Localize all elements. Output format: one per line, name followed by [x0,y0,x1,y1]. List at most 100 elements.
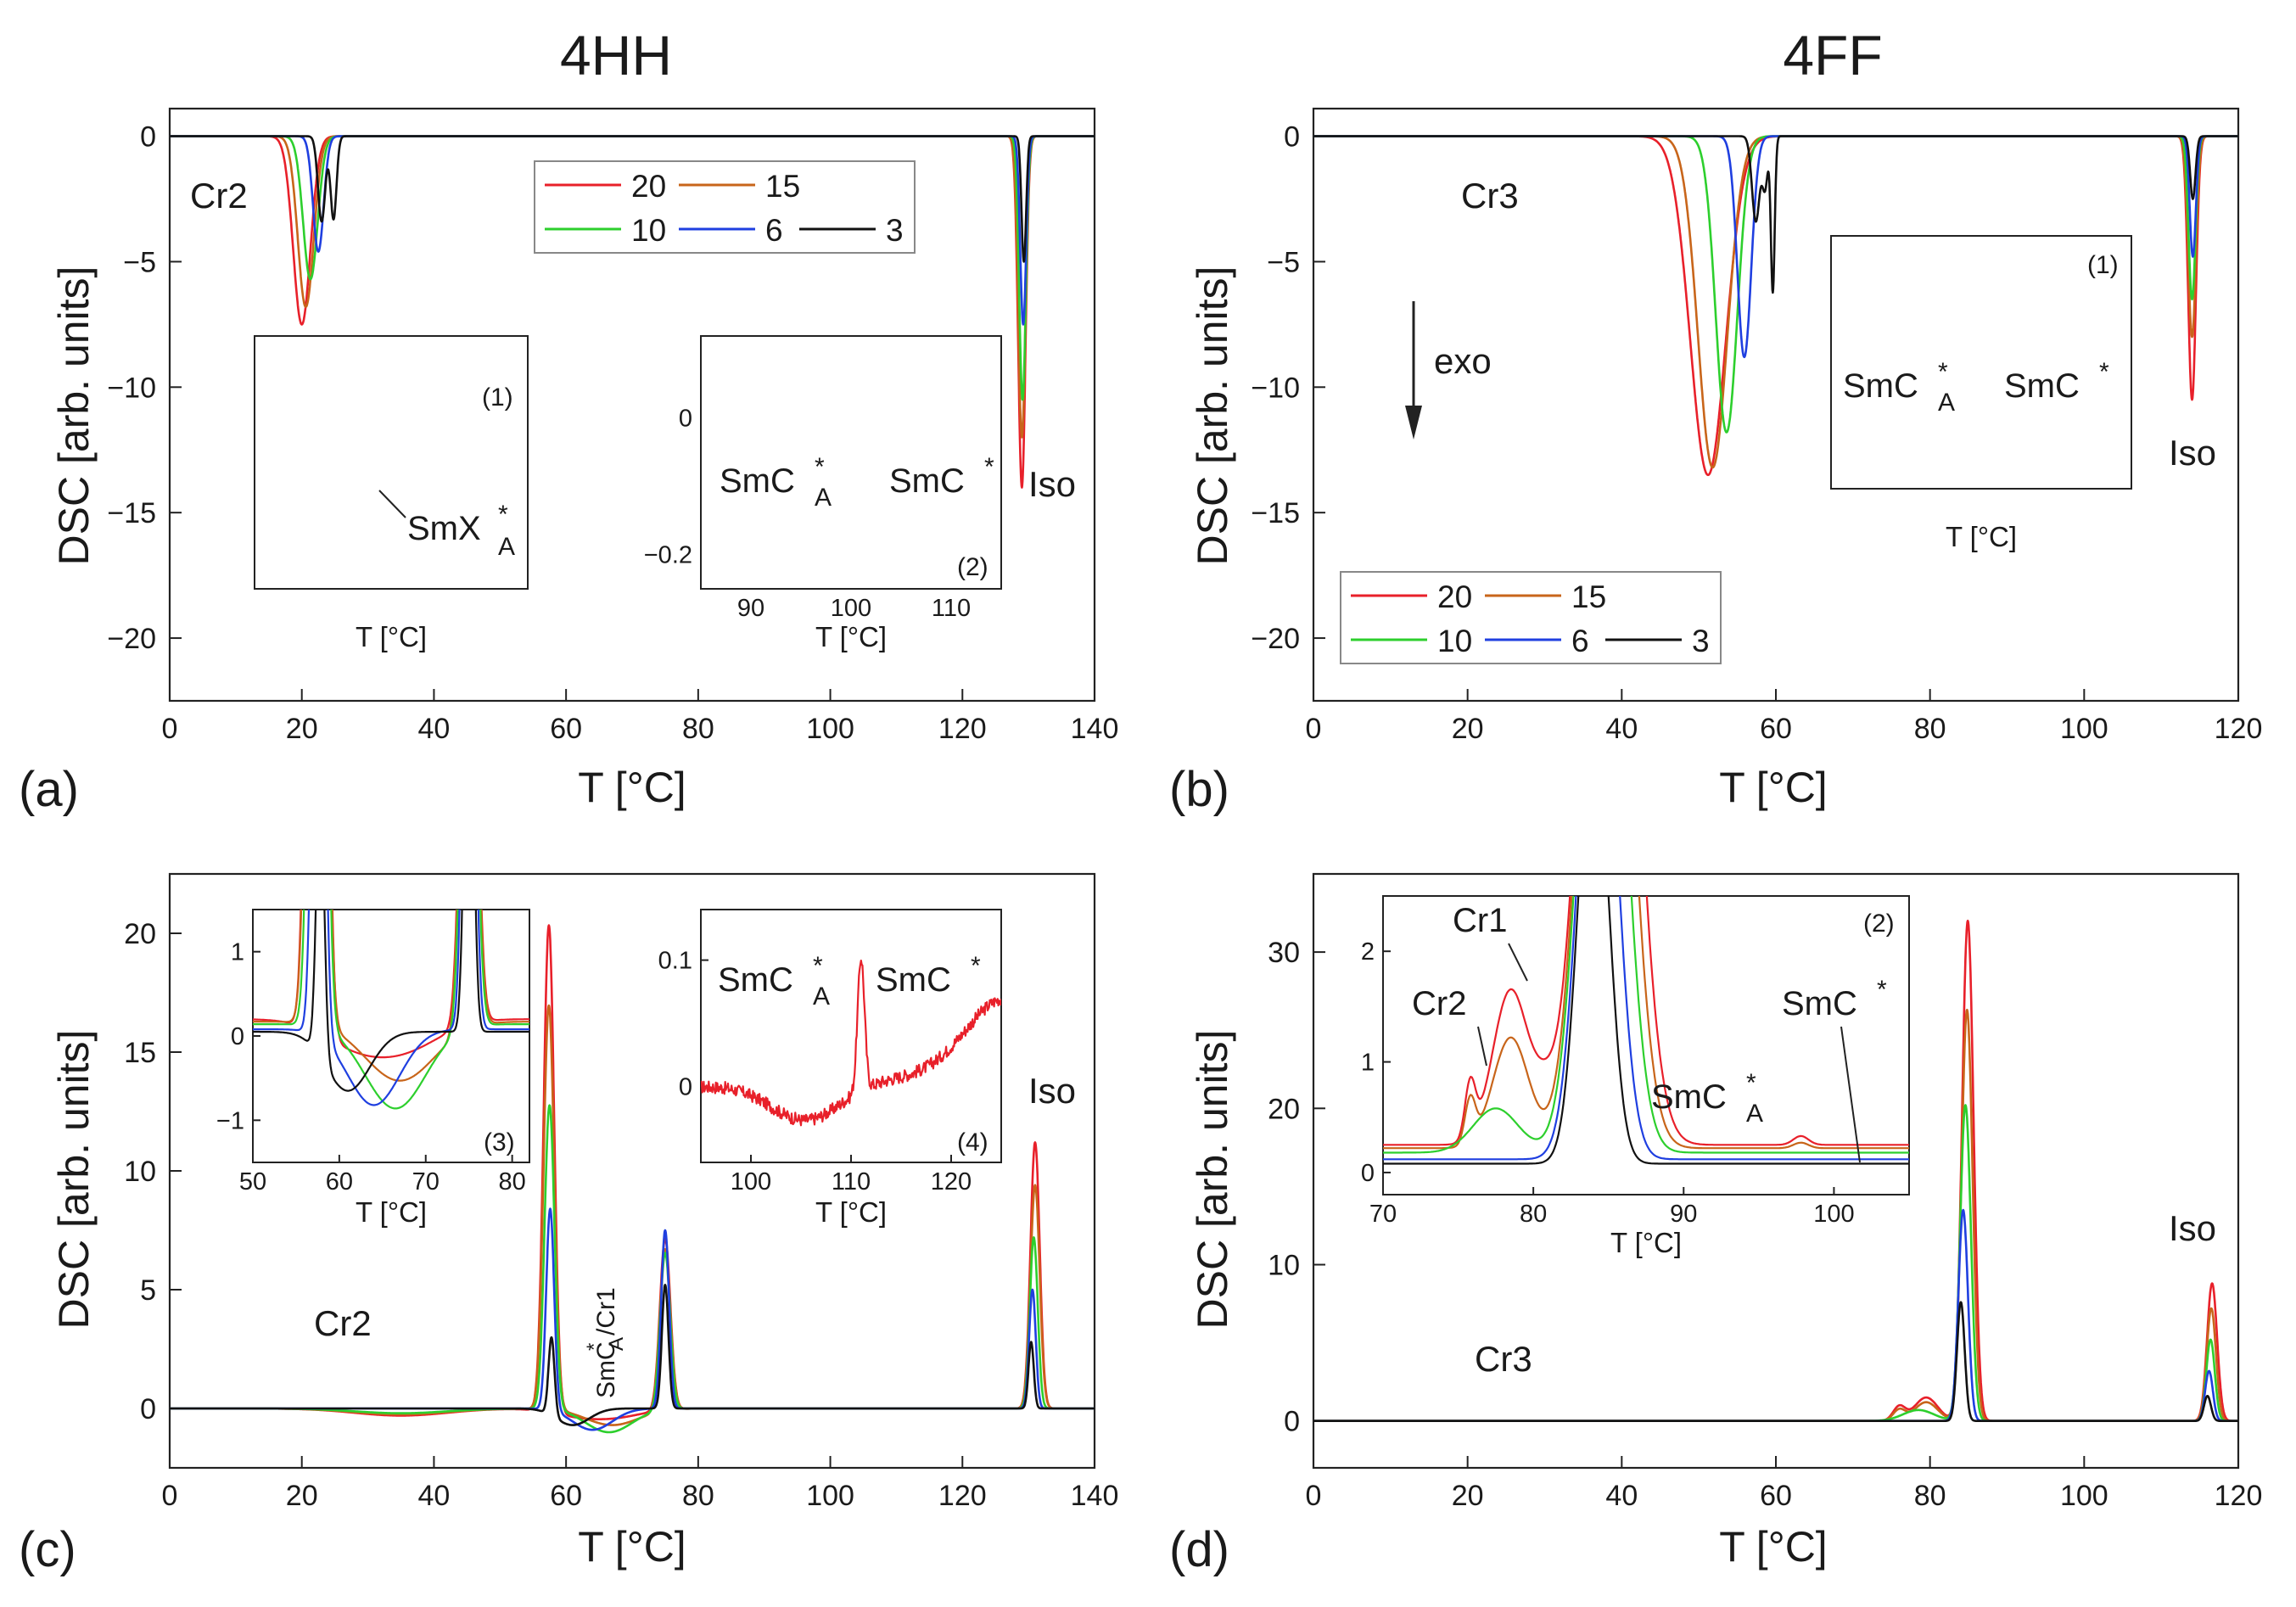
panel-a-inset-1-pointer [378,490,406,518]
panel-c-inset-3-label: (3) [484,1128,515,1156]
panel-d-xtick-label-4: 80 [1914,1480,1946,1512]
panel-d-xtick-label-6: 120 [2215,1480,2263,1512]
panel-a-inset-2-label: (2) [957,553,988,581]
panel-c-inset-4-annot-star-1: * [813,952,823,980]
panel-b-ytick-label-0: 0 [1284,121,1300,154]
panel-c-xtick-label-0: 0 [162,1480,178,1512]
panel-d-inset-2-annot-cr1: Cr1 [1453,902,1507,939]
panel-a-letter: (a) [19,762,79,817]
panel-b-legend-label-20: 20 [1437,580,1472,614]
panel-c-inset-4-label: (4) [957,1128,988,1156]
panel-b-xtick-label-3: 60 [1760,713,1792,745]
panel-d-inset-0-xtick-label-0: 70 [1369,1201,1397,1228]
panel-a-ytick-label-4: −20 [107,623,156,655]
panel-c-inset-3-frame [252,909,530,1163]
panel-b-inset-1-xlabel: T [°C] [1946,521,2017,552]
panel-b-legend-box [1340,571,1722,664]
panel-b: 0 20 40 60 80 100 120 0 −5 −10 −15 −20 DSC [arb. un… [1169,107,2263,817]
panel-d-xtick-label-1: 20 [1452,1480,1484,1512]
panel-d-inset-0-xtick-label-1: 80 [1520,1201,1547,1228]
panel-b-xtick-label-2: 40 [1605,713,1638,745]
panel-d-ytick-label-3: 30 [1268,937,1300,969]
panel-a-xtick-label-2: 40 [418,713,451,745]
panel-c-xtick-label-1: 20 [286,1480,318,1512]
panel-d-inset-0-ytick-label-1: 1 [1361,1050,1375,1077]
panel-d-inset-2-annot-smc: SmC [1782,985,1857,1022]
panel-c-annot-smca-cr1: SmC * A /Cr1 [583,1287,628,1398]
panel-d-xtick-label-2: 40 [1605,1480,1638,1512]
panel-a-xtick-label-4: 80 [682,713,714,745]
panel-a-inset-2: T [°C] (2) SmC * A SmC * [700,335,1002,652]
panel-c-ytick-label-0: 0 [140,1393,156,1425]
panel-b-inset-1-annot-sub: A [1938,389,1955,417]
panel-d-inset-2-annot-star-1: * [1746,1069,1756,1097]
panel-c-xtick-label-2: 40 [418,1480,451,1512]
panel-c-inset-1-ytick-label-0: 0.1 [658,948,692,975]
panel-b-ytick-label-2: −10 [1251,372,1300,404]
panel-a-legend-label-6: 6 [765,213,783,248]
panel-a-legend-label-20: 20 [631,169,666,204]
panel-b-annot-cr3: Cr3 [1461,176,1519,216]
panel-c-inset-4-annot-star-2: * [971,952,981,980]
panel-a-inset-1-frame [254,335,529,590]
panel-a-xtick-label-0: 0 [162,713,178,745]
down-arrow-icon [1405,406,1422,440]
panel-a-ytick-label-1: −5 [123,246,156,278]
panel-d-ytick-label-1: 10 [1268,1250,1300,1282]
panel-a-inset-1-xtick-label-2: 110 [932,595,971,622]
panel-c-inset-4: 100 110 120 0.1 0 T [°C] (4) SmC * A SmC * [658,909,1002,1228]
panel-c-annot-cr1: /Cr1 [592,1287,620,1335]
panel-c-inset-1-series-20 [701,959,1001,1127]
panel-c-inset-0-ytick-label-1: 0 [231,1023,244,1050]
panel-d-ytick-label-0: 0 [1284,1406,1300,1438]
panel-c-inset-0-series-15 [253,910,529,1082]
panel-a-inset-1-ytick-label-0: 0 [679,406,692,433]
panel-c-xlabel: T [°C] [578,1523,686,1571]
panel-c-ytick-label-1: 5 [140,1274,156,1307]
panel-d-ylabel: DSC [arb. units] [1189,1030,1236,1330]
panel-b-annot-exo: exo [1434,341,1492,381]
panel-d-inset-2-annot-smca: SmC [1651,1078,1727,1116]
panel-c-inset-4-frame [700,909,1002,1163]
panel-d-inset-0-ytick-label-0: 0 [1361,1160,1375,1187]
panel-a-inset-1-xlabel: T [°C] [356,621,427,652]
panel-d-inset-0-series-6 [1383,896,1909,1161]
panel-b-legend-label-3: 3 [1692,624,1710,658]
panel-c-ytick-label-4: 20 [124,918,156,950]
panel-c-xtick-label-4: 80 [682,1480,714,1512]
panel-a-inset-1: 90 100 110 0 −0.2 T [°C] (1) SmX * A [254,335,1001,652]
panel-a-xtick-label-7: 140 [1071,713,1119,745]
panel-b-inset-1-annot-smca: SmC [1843,367,1918,405]
panel-a-annot-iso: Iso [1028,464,1076,504]
panel-b-xtick-label-1: 20 [1452,713,1484,745]
panel-c-inset-3: 50 60 70 80 1 0 −1 T [°C] (3) [216,909,530,1228]
panel-d-series-3 [1313,1301,2238,1422]
panel-c-inset-0-series-3 [253,910,529,1092]
panel-b-ytick-label-4: −20 [1251,623,1300,655]
panel-c-ylabel: DSC [arb. units] [50,1030,98,1330]
panel-a-xtick-label-1: 20 [286,713,318,745]
panel-c-inset-4-plot: 100 110 120 0.1 0 [658,948,1001,1195]
panel-b-xlabel: T [°C] [1719,764,1827,811]
panel-c-series-6 [170,1207,1095,1431]
panel-c-annot-smc: SmC [592,1341,620,1398]
panel-c-ytick-label-3: 15 [124,1037,156,1069]
column-title-4ff: 4FF [1783,24,1882,87]
panel-c-inset-0-series-10 [253,910,529,1110]
panel-b-xtick-label-6: 120 [2215,713,2263,745]
panel-b-legend: 20 15 10 6 3 [1340,571,1722,664]
panel-b-legend-label-10: 10 [1437,624,1472,658]
panel-c-annot-sub: A [605,1337,628,1351]
panel-d-inset-0-series-3 [1383,896,1909,1165]
panel-a-inset-1-xtick-label-1: 100 [831,595,871,622]
panel-c-series-3 [170,1284,1095,1426]
panel-a-inset-1-xtick-label-0: 90 [737,595,764,622]
panel-b-inset-1-annot-star-1: * [1938,358,1948,386]
panel-b-ytick-label-1: −5 [1267,246,1300,278]
panel-a-legend-label-3: 3 [886,213,904,248]
panel-a-xtick-label-5: 100 [806,713,854,745]
